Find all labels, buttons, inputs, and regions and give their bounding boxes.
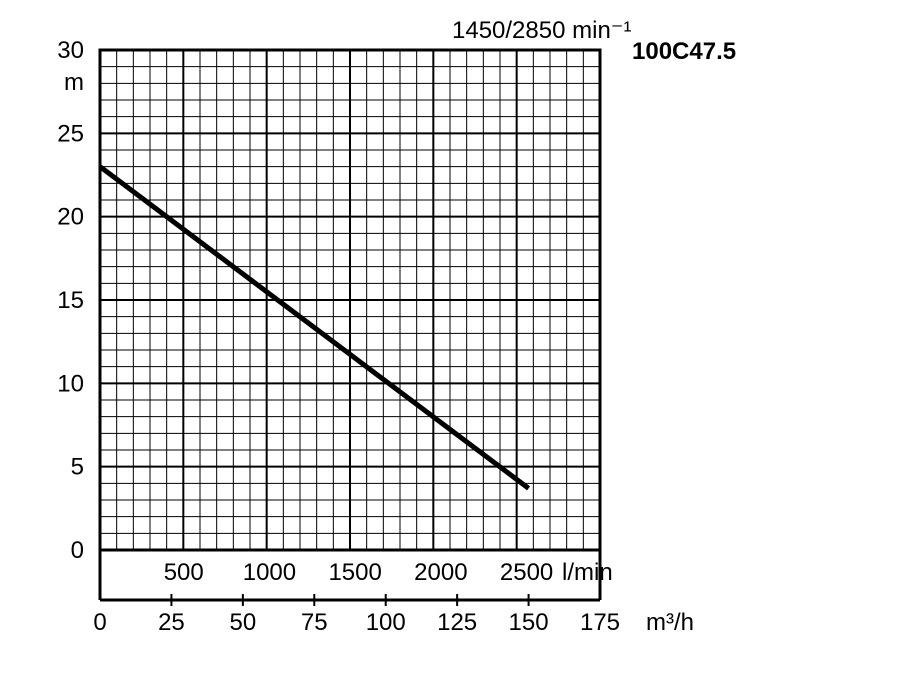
x-m3h-tick-label: 125	[437, 609, 477, 636]
x-axis-m3h-tick-marks	[170, 594, 530, 606]
chart-title: 1450/2850 min⁻¹	[452, 17, 631, 44]
x-m3h-tick-label: 75	[301, 609, 328, 636]
x-lmin-tick-label: 500	[164, 559, 204, 586]
y-tick-label: 30	[57, 37, 84, 64]
x-m3h-tick-label: 0	[93, 609, 106, 636]
x-m3h-tick-label: 100	[366, 609, 406, 636]
x-lmin-tick-label: 1000	[243, 559, 296, 586]
y-tick-label: 0	[71, 537, 84, 564]
x-lmin-tick-label: 2500	[500, 559, 553, 586]
pump-curve-line	[98, 164, 531, 491]
y-axis-tick-labels: 0 5 10 15 20 25 30	[57, 37, 84, 564]
x-m3h-tick-label: 50	[230, 609, 257, 636]
y-tick-label: 25	[57, 120, 84, 147]
y-tick-label: 20	[57, 204, 84, 231]
plot-frame	[98, 48, 602, 552]
x-lmin-tick-label: 1500	[328, 559, 381, 586]
chart-subtitle: 100C47.5	[632, 38, 736, 65]
x-m3h-tick-label: 175	[580, 609, 620, 636]
x-axis-lmin-tick-labels: 500 1000 1500 2000 2500	[164, 559, 554, 586]
x-m3h-tick-label: 150	[509, 609, 549, 636]
x-axis-m3h-label: m³/h	[646, 609, 694, 636]
grid-major-lines	[100, 50, 600, 550]
series-layer	[98, 164, 531, 491]
x-m3h-tick-label: 25	[158, 609, 185, 636]
x-axis-m3h-tick-labels: 0 25 50 75 100 125 150 175	[93, 609, 620, 636]
y-axis-label: m	[64, 69, 84, 96]
x-lmin-tick-label: 2000	[414, 559, 467, 586]
y-tick-label: 15	[57, 287, 84, 314]
y-tick-label: 5	[71, 454, 84, 481]
y-tick-label: 10	[57, 370, 84, 397]
x-axis-lmin-label: l/min	[562, 559, 613, 586]
